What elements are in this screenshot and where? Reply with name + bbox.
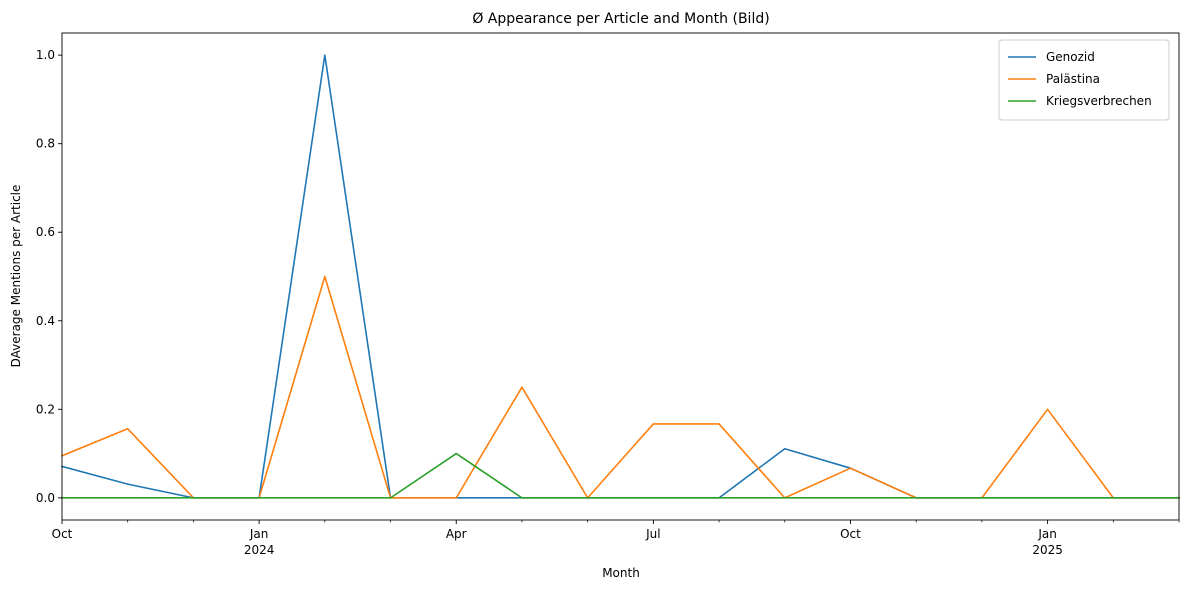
y-tick-label-3: 0.6 — [36, 225, 55, 239]
x-tick-label-1: Jan — [249, 527, 269, 541]
legend-box — [998, 39, 1170, 121]
series-line-2 — [61, 452, 1180, 499]
x-tick-sublabel-5: 2025 — [1032, 543, 1063, 557]
y-tick-label-2: 0.4 — [36, 314, 55, 328]
y-tick-label-4: 0.8 — [36, 137, 55, 151]
x-tick-label-3: Jul — [645, 527, 660, 541]
x-tick-label-4: Oct — [840, 527, 861, 541]
chart-title: Ø Appearance per Article and Month (Bild… — [472, 11, 769, 27]
plot-frame — [61, 32, 1180, 521]
y-tick-label-5: 1.0 — [36, 48, 55, 62]
legend-label-0: Genozid — [1046, 50, 1095, 64]
series-line-1 — [60, 275, 1180, 499]
x-tick-label-0: Oct — [52, 527, 73, 541]
legend-label-1: Palästina — [1046, 72, 1100, 86]
series-line-0 — [61, 54, 1180, 499]
legend-label-2: Kriegsverbrechen — [1046, 94, 1152, 108]
x-tick-sublabel-1: 2024 — [244, 543, 275, 557]
legend: Genozid Palästina Kriegsverbrechen — [998, 39, 1170, 121]
x-tick-label-2: Apr — [446, 527, 467, 541]
y-axis-label: DAverage Mentions per Article — [9, 185, 23, 368]
x-tick-label-5: Jan — [1037, 527, 1057, 541]
x-axis-label: Month — [602, 566, 640, 580]
plot-area: 0.0 0.2 0.4 0.6 0.8 1.0 Oct Jan 2024 Apr Jul Oct Jan… — [36, 32, 1180, 557]
y-tick-label-1: 0.2 — [36, 402, 55, 416]
y-tick-label-0: 0.0 — [36, 491, 55, 505]
